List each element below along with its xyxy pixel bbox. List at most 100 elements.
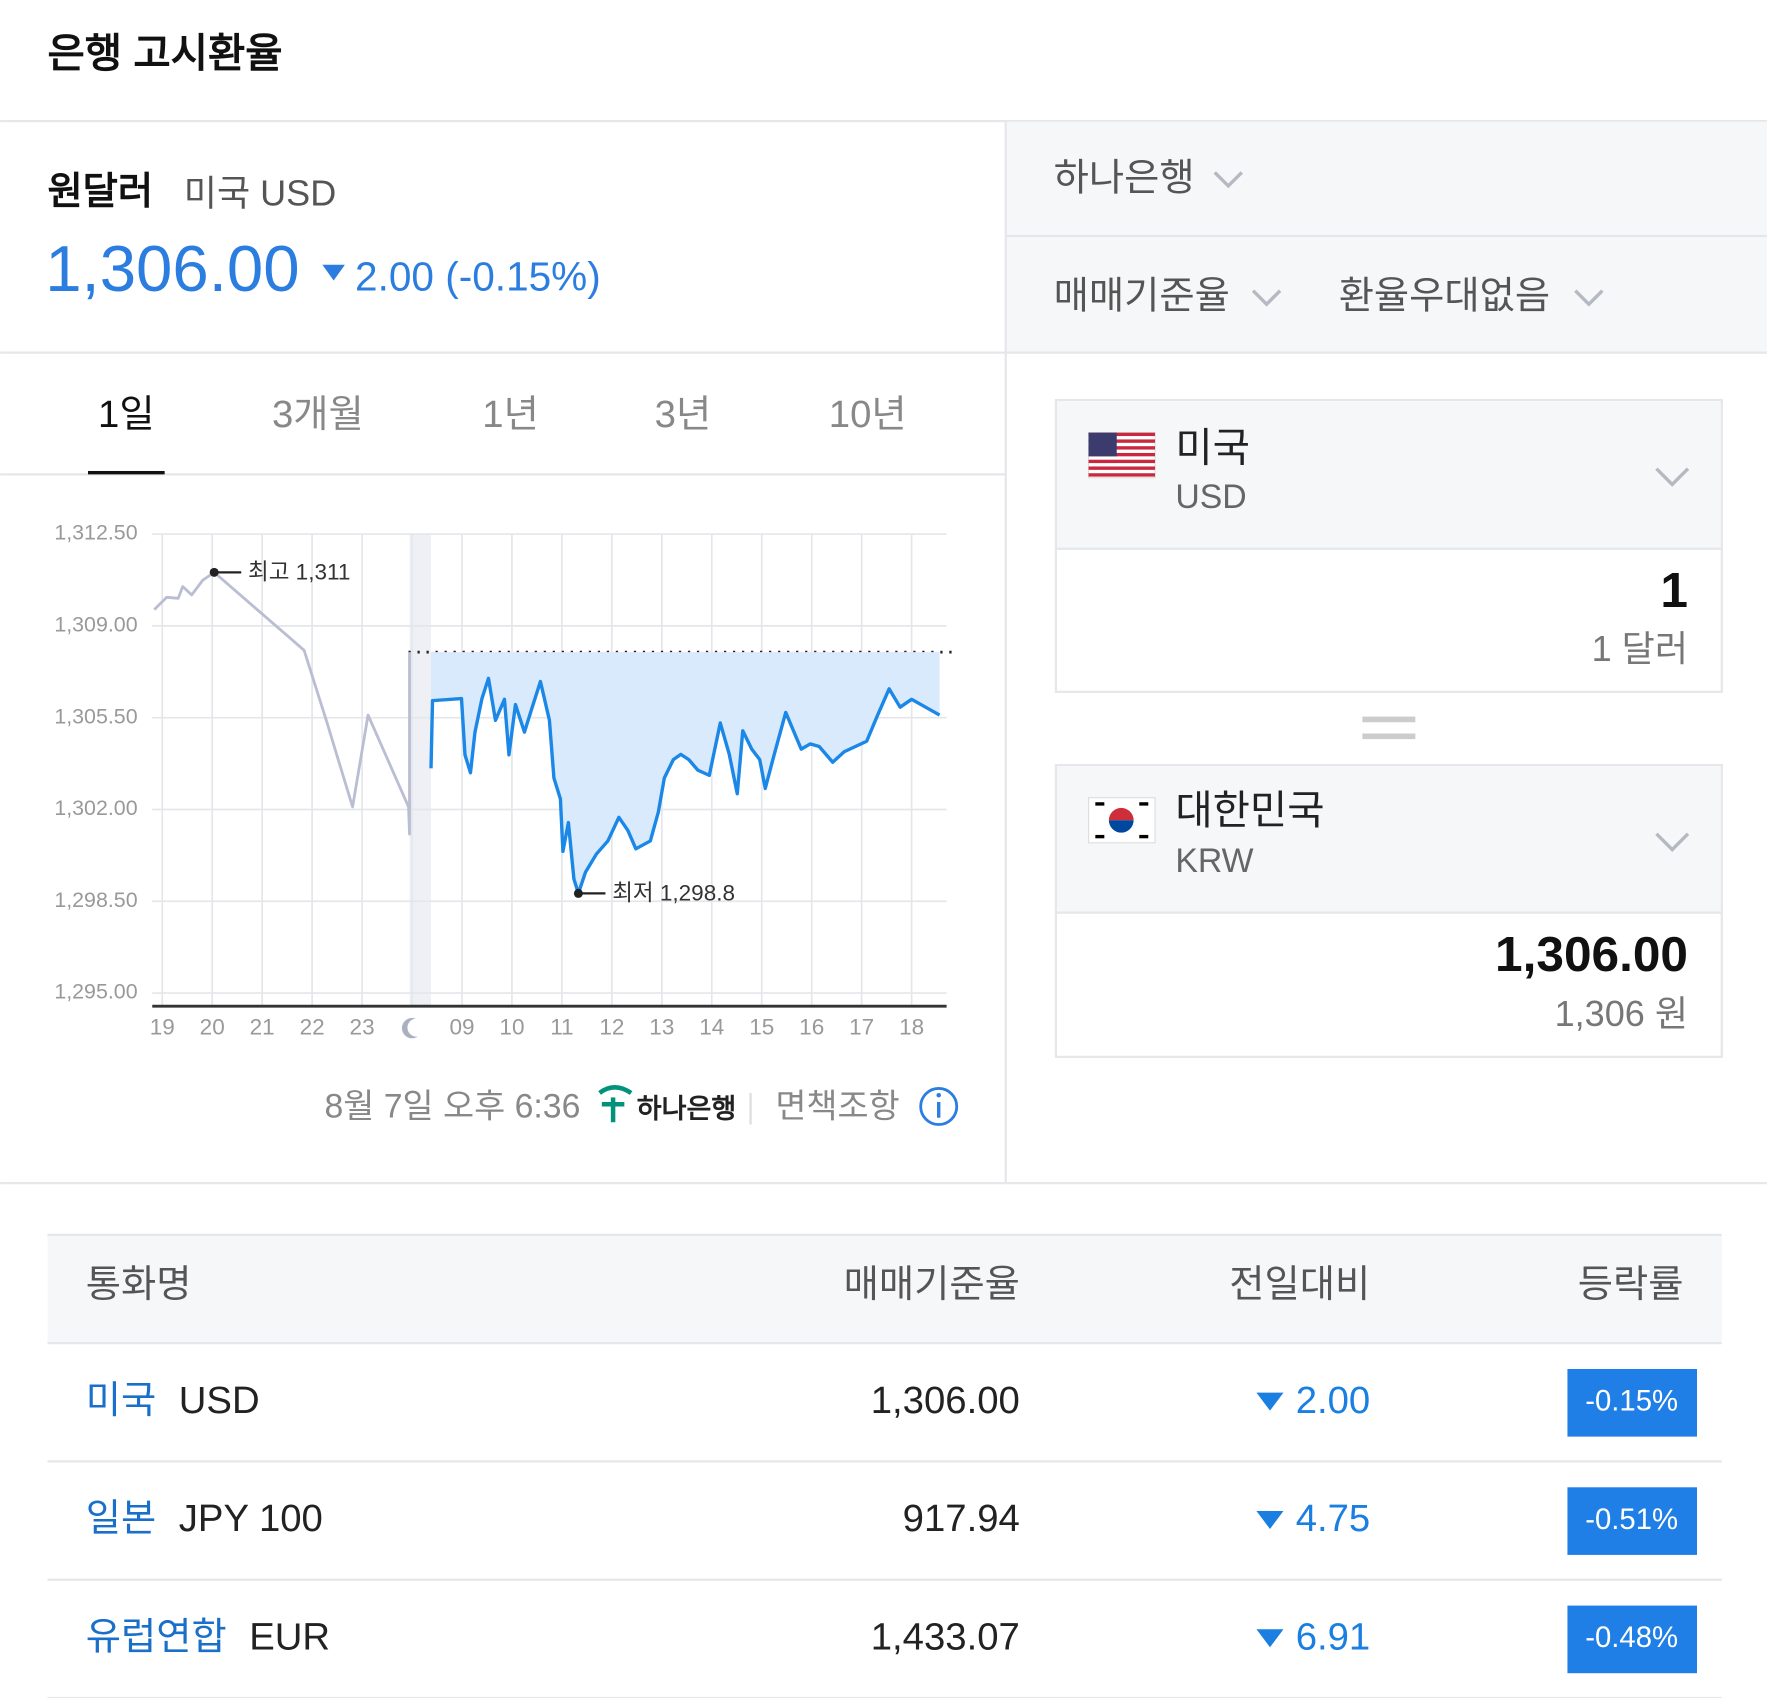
chevron	[1574, 289, 1604, 307]
x-tick-label: 10	[499, 1015, 524, 1040]
chart: 1,312.50 1,309.00 1,305.50 1,302.00 1,298.50…	[54, 521, 953, 1040]
chevron	[1213, 171, 1243, 189]
x-tick-label: 09	[449, 1015, 474, 1040]
currency-name[interactable]: 미국 USD	[86, 1379, 260, 1422]
change: 6.91	[1296, 1616, 1371, 1659]
code: JPY 100	[179, 1497, 323, 1540]
amount[interactable]: 1	[1660, 562, 1688, 618]
x-tick-label: 17	[849, 1015, 874, 1040]
down-arrow	[1256, 1392, 1284, 1411]
pair-code: 미국 USD	[184, 173, 336, 214]
rate: 1,306.00	[871, 1379, 1020, 1422]
overnight-band	[409, 534, 432, 1007]
night-icon	[401, 1018, 418, 1039]
y-tick-label: 1,295.00	[54, 980, 137, 1004]
bank-logo-icon	[598, 1085, 633, 1123]
amount-text: 1 달러	[1592, 628, 1688, 669]
code: EUR	[249, 1616, 330, 1659]
info-icon[interactable]	[919, 1087, 959, 1126]
amount-text: 1,306 원	[1555, 993, 1688, 1034]
change: 4.75	[1296, 1497, 1371, 1540]
tab[interactable]: 10년	[829, 393, 907, 436]
country: 미국	[1175, 424, 1250, 470]
tab-bar: 1일 3개월 1년 3년 10년	[88, 393, 907, 475]
change-value: 2.00	[355, 253, 434, 299]
tab[interactable]: 3개월	[272, 393, 364, 436]
column-header: 통화명	[86, 1263, 192, 1306]
country: 일본	[86, 1497, 156, 1540]
currency-code: KRW	[1175, 842, 1253, 880]
change: 2.00 (-0.15%)	[355, 253, 601, 299]
x-tick-label: 20	[200, 1015, 225, 1040]
line	[429, 676, 941, 896]
down-arrow	[1256, 1629, 1284, 1648]
x-tick-label: 13	[649, 1015, 674, 1040]
us-flag	[1088, 432, 1156, 479]
rate-type-select[interactable]: 매매기준율	[1054, 275, 1230, 318]
chevron	[1251, 289, 1282, 307]
annotation: 최저 1,298.8	[612, 880, 735, 905]
y-tick-label: 1,302.00	[54, 796, 137, 820]
page-title: 은행 고시환율	[47, 30, 282, 76]
rate: 917.94	[903, 1497, 1020, 1540]
line	[153, 570, 411, 836]
x-tick-label: 19	[150, 1015, 175, 1040]
annotation-marker	[209, 567, 219, 577]
tab[interactable]: 1일	[98, 393, 155, 436]
x-tick-label: 22	[300, 1015, 325, 1040]
change-pct: -0.51%	[1585, 1503, 1678, 1536]
y-tick-label: 1,298.50	[54, 888, 137, 912]
bank-logo: 하나은행	[637, 1094, 736, 1124]
change-pct: (-0.15%)	[445, 253, 600, 299]
table-body: 미국 USD 1,306.00 2.00 -0.15% 일본 JPY 100 917.94 4.…	[47, 1368, 1722, 1698]
chevron[interactable]	[1655, 467, 1690, 487]
country: 미국	[86, 1379, 156, 1422]
pct-badge	[1567, 1487, 1698, 1555]
y-tick-label: 1,305.50	[54, 704, 137, 728]
tab-indicator	[88, 470, 165, 475]
y-tick-label: 1,312.50	[54, 521, 137, 545]
code: USD	[179, 1379, 260, 1422]
column-header: 등락률	[1578, 1263, 1684, 1306]
currency-name[interactable]: 유럽연합 EUR	[86, 1616, 330, 1659]
x-tick-label: 14	[699, 1015, 724, 1040]
pair-name: 원달러	[47, 170, 153, 213]
change-pct: -0.15%	[1585, 1385, 1678, 1418]
price: 1,306.00	[45, 232, 299, 305]
converter-card	[1054, 763, 1723, 1059]
discount-select[interactable]: 환율우대없음	[1339, 275, 1550, 318]
pct-badge	[1567, 1368, 1698, 1437]
column-header: 매매기준율	[844, 1263, 1020, 1306]
amount[interactable]: 1,306.00	[1495, 926, 1688, 982]
chevron[interactable]	[1655, 832, 1690, 852]
table-header-bg	[47, 1234, 1722, 1344]
equals-sign	[1362, 716, 1416, 740]
annotation-marker	[573, 888, 583, 898]
currency-code: USD	[1175, 478, 1246, 516]
area	[431, 652, 940, 894]
x-tick-label: 11	[550, 1015, 573, 1040]
currency-name[interactable]: 일본 JPY 100	[86, 1497, 323, 1540]
x-tick-label: 21	[250, 1015, 275, 1040]
x-tick-label: 16	[799, 1015, 824, 1040]
annotation: 최고 1,311	[248, 559, 350, 584]
y-tick-label: 1,309.00	[54, 613, 137, 637]
x-tick-label: 23	[350, 1015, 375, 1040]
change: 2.00	[1296, 1379, 1371, 1422]
pct-badge	[1567, 1605, 1698, 1674]
bank-select[interactable]: 하나은행	[1054, 156, 1195, 199]
down-arrow	[1256, 1510, 1284, 1529]
x-tick-label: 18	[899, 1015, 924, 1040]
tab[interactable]: 1년	[482, 393, 539, 436]
tab[interactable]: 3년	[655, 393, 712, 436]
column-header: 전일대비	[1229, 1263, 1370, 1306]
rate: 1,433.07	[871, 1616, 1020, 1659]
country: 대한민국	[1175, 787, 1324, 833]
disclaimer[interactable]: 면책조항	[775, 1088, 899, 1126]
timestamp: 8월 7일 오후 6:36	[324, 1088, 580, 1126]
kr-flag	[1088, 797, 1156, 844]
x-tick-label: 15	[749, 1015, 774, 1040]
down-arrow	[322, 264, 345, 281]
country: 유럽연합	[86, 1616, 227, 1659]
